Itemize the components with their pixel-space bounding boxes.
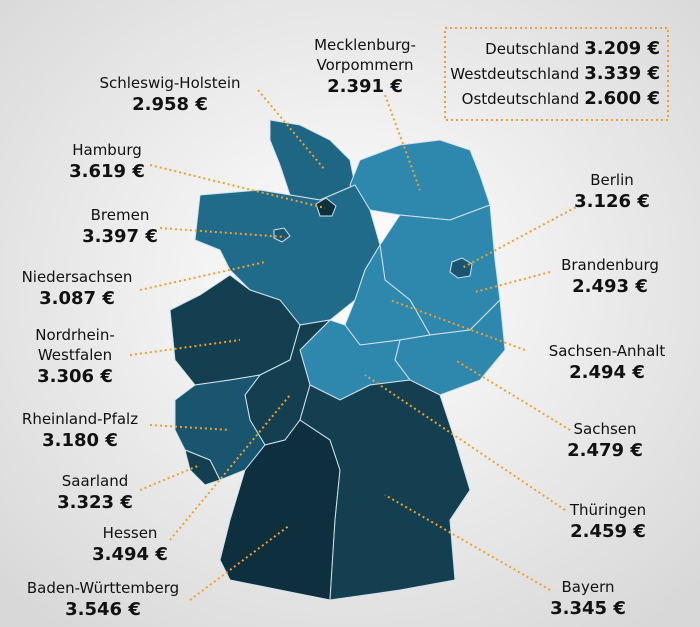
- state-name: Baden-Württemberg: [27, 579, 179, 597]
- leader-line: [169, 394, 291, 541]
- leader-line: [364, 374, 566, 511]
- state-value: 2.391 €: [327, 76, 403, 97]
- summary-row: Deutschland 3.209 €: [485, 38, 660, 59]
- state-name: Hamburg: [72, 141, 142, 159]
- state-value: 3.345 €: [550, 598, 626, 619]
- summary-value: 3.339 €: [584, 63, 660, 84]
- state-value: 2.459 €: [570, 521, 646, 542]
- state-value: 3.126 €: [574, 191, 650, 212]
- state-name: Westfalen: [38, 346, 112, 364]
- state-value: 3.087 €: [39, 288, 115, 309]
- state-value: 2.958 €: [132, 94, 208, 115]
- state-name: Brandenburg: [561, 256, 659, 274]
- state-name: Berlin: [590, 171, 634, 189]
- state-name: Rheinland-Pfalz: [22, 410, 138, 428]
- state-value: 3.323 €: [57, 492, 133, 513]
- state-value: 3.180 €: [42, 430, 118, 451]
- state-name: Sachsen-Anhalt: [549, 342, 666, 360]
- summary-row: Ostdeutschland 2.600 €: [462, 88, 660, 109]
- state-value: 2.494 €: [569, 362, 645, 383]
- leader-line: [149, 424, 231, 431]
- leader-line: [384, 494, 551, 591]
- summary-value: 2.600 €: [584, 88, 660, 109]
- state-value: 3.494 €: [92, 544, 168, 565]
- leader-line: [129, 339, 241, 356]
- leader-line: [389, 299, 526, 351]
- summary-name: Ostdeutschland: [462, 90, 580, 108]
- leader-line: [189, 524, 291, 601]
- state-name: Niedersachsen: [22, 268, 133, 286]
- state-value: 3.619 €: [69, 161, 145, 182]
- state-value: 2.479 €: [567, 440, 643, 461]
- state-name: Bayern: [562, 578, 615, 596]
- state-name: Hessen: [103, 524, 158, 542]
- summary-box: [444, 27, 669, 121]
- bremen: [273, 227, 291, 243]
- state-name: Sachsen: [573, 420, 636, 438]
- summary-row: Westdeutschland 3.339 €: [450, 63, 660, 84]
- leader-line: [139, 464, 201, 491]
- state-name: Bremen: [91, 206, 150, 224]
- state-value: 3.306 €: [37, 366, 113, 387]
- berlin: [449, 257, 473, 279]
- summary-name: Westdeutschland: [450, 65, 579, 83]
- state-name: Schleswig-Holstein: [99, 74, 240, 92]
- leader-line: [461, 204, 581, 269]
- saarland: [184, 449, 221, 486]
- map: [169, 119, 506, 601]
- hamburg: [315, 197, 337, 217]
- summary-value: 3.209 €: [584, 38, 660, 59]
- state-value: 2.493 €: [572, 276, 648, 297]
- state-name: Nordrhein-: [35, 326, 115, 344]
- leader-line: [384, 94, 421, 191]
- leader-line: [159, 227, 286, 238]
- state-name: Vorpommern: [316, 56, 413, 74]
- state-value: 3.546 €: [65, 599, 141, 620]
- mecklenburg-vorpommern: [349, 139, 491, 221]
- summary-name: Deutschland: [485, 40, 579, 58]
- leader-line: [139, 261, 266, 291]
- leader-line: [149, 164, 326, 209]
- state-name: Mecklenburg-: [314, 36, 416, 54]
- state-name: Thüringen: [569, 501, 646, 519]
- state-value: 3.397 €: [82, 226, 158, 247]
- state-name: Saarland: [62, 472, 128, 490]
- leader-line: [257, 89, 326, 171]
- bayern: [299, 379, 471, 601]
